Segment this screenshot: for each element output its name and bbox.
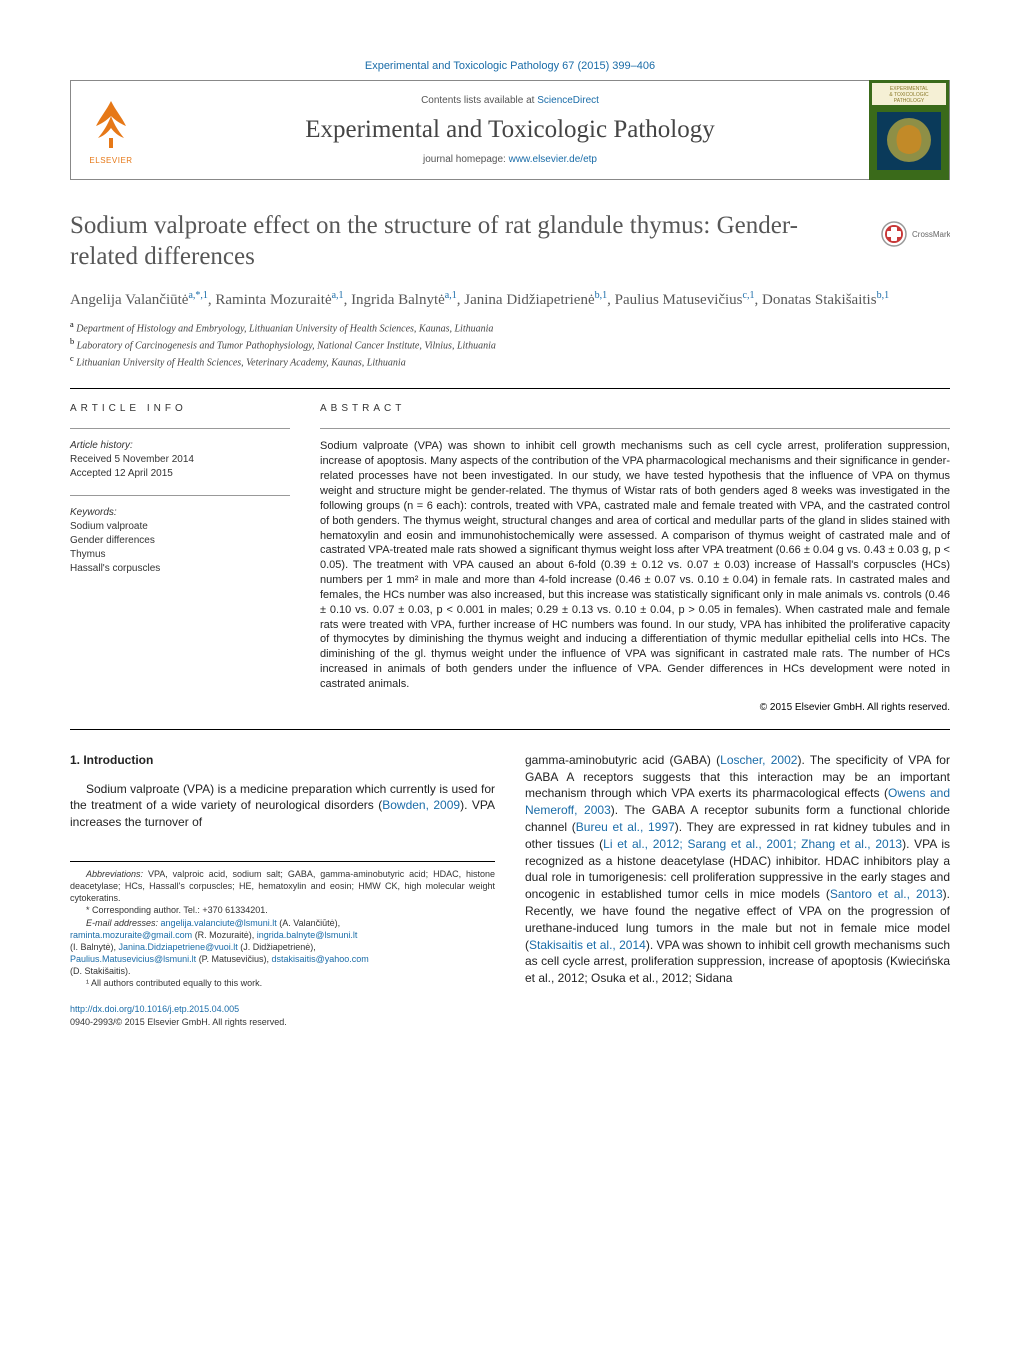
divider	[70, 388, 950, 389]
keywords-block: Keywords: Sodium valproateGender differe…	[70, 506, 290, 576]
article-info-column: ARTICLE INFO Article history: Received 5…	[70, 403, 290, 712]
issn-line: 0940-2993/© 2015 Elsevier GmbH. All righ…	[70, 1016, 495, 1029]
article-info-heading: ARTICLE INFO	[70, 403, 290, 414]
contents-line: Contents lists available at ScienceDirec…	[151, 95, 869, 106]
body-column-left: 1. Introduction Sodium valproate (VPA) i…	[70, 752, 495, 1029]
info-divider	[70, 495, 290, 496]
abstract-text: Sodium valproate (VPA) was shown to inhi…	[320, 439, 950, 691]
journal-homepage: journal homepage: www.elsevier.de/etp	[151, 154, 869, 165]
abstract-copyright: © 2015 Elsevier GmbH. All rights reserve…	[320, 702, 950, 713]
crossmark-icon: CrossMark	[880, 214, 950, 254]
intro-para-1: Sodium valproate (VPA) is a medicine pre…	[70, 781, 495, 831]
intro-heading: 1. Introduction	[70, 752, 495, 769]
abstract-heading: ABSTRACT	[320, 403, 950, 414]
elsevier-logo: ELSEVIER	[71, 80, 151, 180]
elsevier-label: ELSEVIER	[89, 156, 132, 165]
journal-header-bar: ELSEVIER Contents lists available at Sci…	[70, 80, 950, 180]
svg-text:PATHOLOGY: PATHOLOGY	[894, 98, 925, 104]
doi-link[interactable]: http://dx.doi.org/10.1016/j.etp.2015.04.…	[70, 1003, 495, 1016]
info-divider	[70, 428, 290, 429]
article-title: Sodium valproate effect on the structure…	[70, 210, 950, 273]
intro-para-2: gamma-aminobutyric acid (GABA) (Loscher,…	[525, 752, 950, 987]
article-history: Article history: Received 5 November 201…	[70, 439, 290, 481]
footnotes: Abbreviations: VPA, valproic acid, sodiu…	[70, 861, 495, 989]
abstract-column: ABSTRACT Sodium valproate (VPA) was show…	[320, 403, 950, 712]
crossmark-badge[interactable]: CrossMark	[880, 214, 950, 254]
running-head: Experimental and Toxicologic Pathology 6…	[70, 60, 950, 72]
info-divider	[320, 428, 950, 429]
divider	[70, 729, 950, 730]
journal-homepage-link[interactable]: www.elsevier.de/etp	[509, 154, 597, 165]
body-column-right: gamma-aminobutyric acid (GABA) (Loscher,…	[525, 752, 950, 1029]
elsevier-tree-icon	[86, 96, 136, 156]
affiliations: a Department of Histology and Embryology…	[70, 319, 950, 371]
svg-text:CrossMark: CrossMark	[912, 230, 950, 239]
journal-name: Experimental and Toxicologic Pathology	[151, 116, 869, 144]
journal-cover-icon: EXPERIMENTAL & TOXICOLOGIC PATHOLOGY	[869, 80, 949, 180]
sciencedirect-link[interactable]: ScienceDirect	[537, 95, 599, 106]
authors-line: Angelija Valančiūtėa,*,1, Raminta Mozura…	[70, 289, 950, 311]
